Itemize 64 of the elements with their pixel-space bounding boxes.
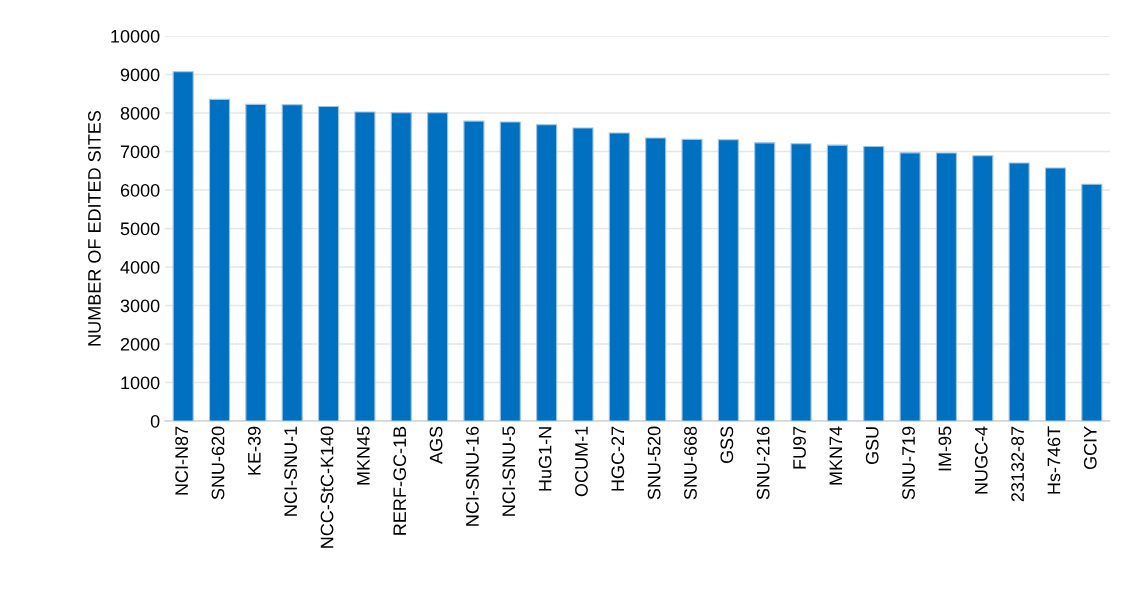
- x-tick-label: OCUM-1: [575, 426, 588, 497]
- x-tick-label: NCI-SNU-5: [502, 426, 516, 516]
- x-tick-label: SNU-668: [684, 426, 697, 500]
- bar: [972, 155, 994, 421]
- bar: [1081, 183, 1103, 421]
- x-tick-label: 23132-87: [1011, 426, 1024, 502]
- x-tick-label: HGC-27: [611, 426, 625, 491]
- x-tick-label: NCC-StC-K140: [320, 426, 334, 548]
- bar: [536, 124, 558, 421]
- x-tick-label: NCI-SNU-16: [466, 426, 479, 526]
- x-tick-label: Hs-746T: [1047, 426, 1061, 494]
- x-tick-label: MKN74: [829, 426, 843, 485]
- x-tick-label: SNU-620: [211, 426, 225, 500]
- bar: [681, 138, 703, 421]
- y-axis-title: NUMBER OF EDITED SITES: [88, 110, 101, 346]
- x-tick-label: SNU-216: [756, 426, 770, 500]
- y-tick-label: 1000: [121, 376, 160, 390]
- bar: [717, 139, 739, 421]
- bar: [826, 144, 848, 421]
- bar: [1008, 162, 1030, 421]
- bar: [935, 152, 957, 421]
- y-tick-label: 8000: [120, 106, 160, 120]
- x-tick-label: NCI-N87: [175, 426, 189, 495]
- y-tick-label: 2000: [120, 337, 160, 351]
- bar: [427, 112, 449, 421]
- bar: [1044, 167, 1067, 421]
- bar: [499, 121, 521, 421]
- x-tick-label: HuG1-N: [538, 427, 552, 491]
- x-tick-label: GCIY: [1083, 426, 1097, 470]
- bar: [208, 98, 231, 421]
- x-tick-label: MKN45: [357, 426, 370, 485]
- y-tick-label: 0: [150, 414, 160, 428]
- y-tick-label: 4000: [120, 260, 160, 274]
- x-tick-label: SNU-719: [902, 426, 915, 500]
- x-tick-label: GSU: [865, 427, 879, 465]
- y-tick-label: 9000: [120, 68, 160, 82]
- y-tick-label: 7000: [120, 145, 160, 159]
- x-tick-label: SNU-520: [647, 426, 661, 500]
- bar: [354, 111, 376, 421]
- x-tick-label: FU97: [793, 426, 806, 469]
- bar: [572, 127, 594, 421]
- bar: [754, 142, 776, 421]
- bar: [245, 103, 267, 421]
- bar: [608, 132, 630, 421]
- bar: [281, 104, 303, 421]
- x-tick-label: RERF-GC-1B: [393, 426, 407, 535]
- x-tick-label: AGS: [429, 426, 443, 464]
- bar: [790, 143, 812, 421]
- bar: [463, 120, 485, 421]
- x-tick-label: NCI-SNU-1: [284, 426, 298, 516]
- bar: [318, 105, 340, 421]
- bar: [863, 145, 885, 421]
- bar: [172, 71, 194, 421]
- x-tick-label: GSS: [720, 426, 734, 464]
- y-tick-label: 6000: [120, 183, 160, 197]
- y-tick-label: 3000: [120, 299, 160, 313]
- x-tick-label: NUGC-4: [974, 426, 988, 494]
- bar: [899, 152, 921, 421]
- y-tick-label: 5000: [120, 222, 160, 236]
- x-tick-label: KE-39: [247, 426, 261, 475]
- x-tick-label: IM-95: [938, 426, 952, 471]
- y-tick-label: 10000: [111, 29, 160, 43]
- bar: [645, 137, 667, 421]
- bar: [390, 112, 412, 421]
